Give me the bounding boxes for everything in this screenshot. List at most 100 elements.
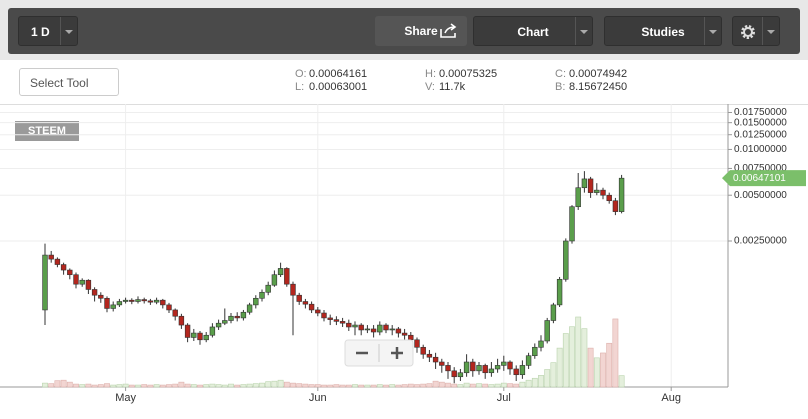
volume-bar (581, 328, 588, 388)
volume-bar (48, 383, 55, 388)
candle-body (228, 315, 234, 321)
info-b: B: 8.15672450 (555, 81, 627, 93)
volume-bar (184, 383, 191, 388)
info-key: O: (295, 68, 307, 80)
candle-body (364, 328, 371, 331)
info-key: H: (425, 68, 436, 80)
candle-body (594, 189, 600, 193)
info-value: 0.00063001 (309, 81, 368, 93)
candle-body (550, 304, 557, 321)
select-tool-label: Select Tool (30, 76, 89, 90)
candle-body (191, 332, 197, 338)
volume-bar (215, 384, 222, 388)
volume-bar (420, 383, 427, 388)
info-key: B: (555, 81, 566, 93)
candle-body (54, 258, 61, 265)
candle-body (426, 353, 433, 358)
select-tool[interactable]: Select Tool (19, 68, 119, 96)
grid (0, 104, 728, 387)
candle-body (370, 328, 377, 333)
dropdown-arrow (60, 17, 77, 45)
candle-body (98, 294, 104, 299)
volume-bar (376, 384, 383, 388)
volume-bar (290, 382, 296, 388)
volume-bar (321, 384, 327, 388)
volume-bar (463, 382, 470, 388)
volume-bar (525, 379, 532, 388)
x-tick-label: Aug (661, 392, 681, 404)
volume-bar (190, 384, 197, 388)
volume-bar (358, 384, 365, 388)
volume-bar (612, 318, 619, 388)
volume-bar (345, 384, 352, 388)
info-c: C: 0.00074942 (555, 68, 627, 80)
settings-button[interactable] (732, 16, 780, 46)
y-tick-label: 0.01250000 (734, 129, 787, 140)
symbol-label: STEEM (28, 125, 66, 137)
candle-body (160, 299, 166, 306)
candle-body (184, 324, 191, 338)
candle-body (569, 206, 575, 242)
share-button[interactable]: Share (375, 16, 467, 46)
candle-body (116, 301, 123, 306)
chart-button[interactable]: Chart (473, 16, 593, 46)
volume-bar (550, 362, 557, 388)
candle-body (420, 346, 426, 355)
candle-body (67, 269, 73, 276)
candle-body (333, 319, 340, 322)
candle-body (296, 294, 302, 302)
volume-bar (451, 383, 458, 388)
volume-bar (389, 384, 396, 388)
candle-body (135, 299, 141, 302)
candle-body (451, 370, 457, 378)
candle-body (197, 332, 203, 341)
volume-bar (352, 384, 358, 388)
info-key: V: (425, 81, 435, 93)
dropdown-arrow (762, 17, 779, 45)
volume-bar (469, 383, 476, 388)
zoom-control[interactable] (344, 339, 414, 367)
interval-label: 1 D (31, 25, 50, 39)
candle-body (259, 291, 265, 299)
candle-body (48, 254, 54, 260)
candle-body (432, 356, 439, 363)
volume-bar (302, 383, 309, 388)
share-icon (440, 23, 457, 38)
studies-button[interactable]: Studies (604, 16, 722, 46)
last-price-tag (722, 170, 806, 187)
candle-body (606, 194, 612, 202)
candle-body (612, 200, 619, 212)
candle-body (445, 365, 451, 372)
volume-bar (209, 383, 216, 388)
volume-bar (488, 384, 495, 388)
volume-bar (60, 379, 67, 388)
x-tick-label: Jul (497, 392, 511, 404)
candle-body (414, 339, 420, 348)
toolbar: 1 D Share Chart Studies (0, 0, 808, 60)
y-tick-label: 0.01500000 (734, 117, 787, 128)
volume-bar (457, 384, 464, 388)
volume-bar (283, 381, 290, 388)
candle-body (538, 340, 544, 348)
candle-body (346, 322, 352, 328)
candle-body (457, 372, 464, 378)
info-value: 0.00074942 (569, 68, 628, 80)
candle-body (563, 240, 569, 280)
volume-bar (432, 380, 439, 388)
last-price-label: 0.00647101 (733, 173, 786, 184)
candle-body (544, 320, 550, 342)
volume-bar (42, 382, 48, 388)
volume-bar (407, 383, 414, 388)
candle-body (532, 346, 538, 357)
info-value: 8.15672450 (569, 81, 628, 93)
candle-body (166, 304, 172, 311)
volume-bar (569, 326, 575, 388)
volume-bar (333, 384, 340, 388)
volume-bar (364, 384, 371, 388)
candle-body (265, 284, 271, 293)
interval-button[interactable]: 1 D (18, 16, 78, 46)
candle-body (246, 304, 253, 313)
candle-body (408, 334, 414, 341)
candle-body (203, 334, 209, 341)
volume-bar (401, 384, 408, 388)
